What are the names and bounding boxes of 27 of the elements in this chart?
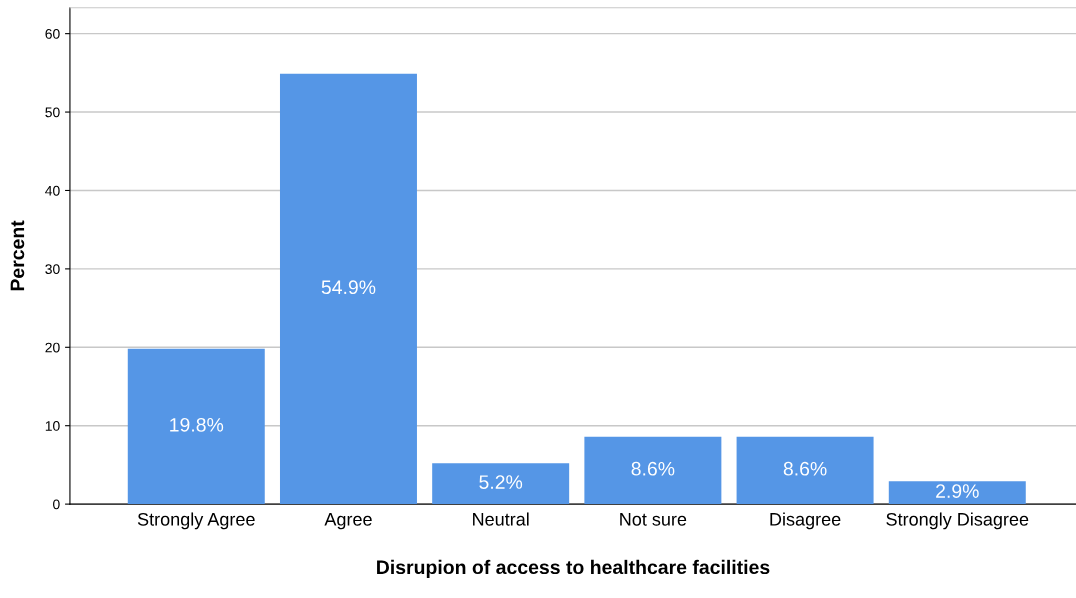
y-tick-label: 0 [53, 499, 60, 510]
x-tick-label: Strongly Agree [137, 512, 255, 530]
y-tick-label: 40 [45, 185, 60, 196]
y-axis-title: Percent [10, 220, 25, 291]
y-tick-label: 20 [45, 342, 60, 353]
y-tick-label: 30 [45, 264, 60, 275]
x-tick-label: Neutral [473, 512, 529, 526]
bar [736, 436, 874, 505]
bar [584, 436, 722, 505]
y-tick-label: 10 [45, 421, 60, 431]
x-tick-label: Not sure [620, 513, 687, 526]
x-axis-title: Disrupion of access to healthcare facilities [377, 559, 770, 578]
data-label: 8.6% [631, 461, 675, 476]
data-label: 19.8% [170, 417, 224, 432]
x-tick-label: Disagree [770, 512, 841, 530]
y-tick-label: 60 [45, 28, 60, 39]
data-label: 2.9% [936, 484, 979, 498]
x-tick-label: Agree [324, 513, 372, 530]
x-tick-label: Strongly Disagree [886, 512, 1029, 530]
data-label: 8.6% [783, 461, 827, 476]
bar [127, 348, 265, 505]
bar [432, 463, 570, 505]
y-tick-label: 50 [45, 107, 60, 118]
bar [888, 481, 1026, 505]
data-label: 54.9% [321, 280, 376, 295]
bar [279, 73, 417, 505]
data-label: 5.2% [479, 475, 523, 489]
